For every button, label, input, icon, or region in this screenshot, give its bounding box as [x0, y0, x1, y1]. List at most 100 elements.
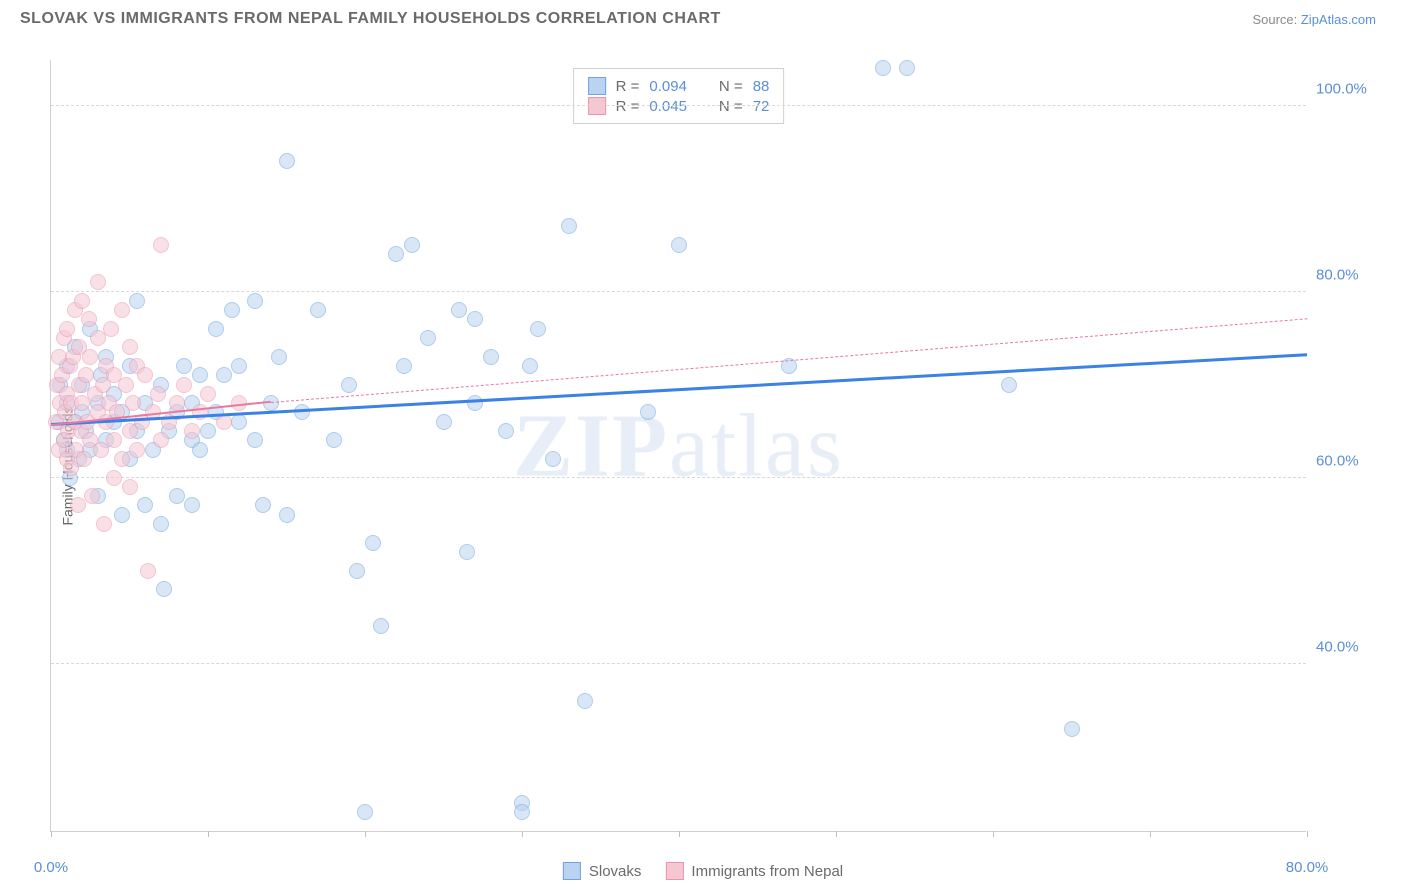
data-point [129, 442, 145, 458]
x-tick-label: 0.0% [34, 859, 68, 876]
chart-container: Family Households ZIPatlas R =0.094N =88… [0, 40, 1406, 892]
data-point [192, 442, 208, 458]
x-tick [1307, 831, 1308, 837]
gridline [51, 105, 1306, 106]
data-point [90, 274, 106, 290]
data-point [176, 358, 192, 374]
data-point [436, 414, 452, 430]
data-point [114, 302, 130, 318]
data-point [153, 516, 169, 532]
data-point [247, 432, 263, 448]
data-point [365, 535, 381, 551]
x-tick [679, 831, 680, 837]
correlation-legend: R =0.094N =88R =0.045N =72 [573, 68, 785, 124]
n-value: 88 [753, 78, 770, 95]
data-point [459, 544, 475, 560]
legend-row: R =0.094N =88 [588, 77, 770, 95]
data-point [483, 349, 499, 365]
data-point [156, 581, 172, 597]
data-point [388, 246, 404, 262]
gridline [51, 477, 1306, 478]
chart-title: SLOVAK VS IMMIGRANTS FROM NEPAL FAMILY H… [20, 10, 721, 28]
data-point [224, 302, 240, 318]
data-point [74, 293, 90, 309]
gridline [51, 663, 1306, 664]
data-point [341, 377, 357, 393]
x-tick [1150, 831, 1151, 837]
data-point [875, 60, 891, 76]
data-point [231, 414, 247, 430]
gridline [51, 291, 1306, 292]
data-point [545, 451, 561, 467]
data-point [70, 497, 86, 513]
data-point [373, 618, 389, 634]
r-value: 0.094 [649, 78, 687, 95]
x-tick-label: 80.0% [1286, 859, 1329, 876]
data-point [467, 395, 483, 411]
data-point [169, 395, 185, 411]
data-point [247, 293, 263, 309]
data-point [404, 237, 420, 253]
data-point [326, 432, 342, 448]
x-tick [208, 831, 209, 837]
data-point [106, 470, 122, 486]
series-legend: Slovaks Immigrants from Nepal [563, 862, 843, 880]
data-point [176, 377, 192, 393]
x-tick [51, 831, 52, 837]
source-link[interactable]: ZipAtlas.com [1301, 12, 1376, 27]
data-point [59, 321, 75, 337]
data-point [140, 563, 156, 579]
legend-swatch [588, 97, 606, 115]
data-point [137, 497, 153, 513]
n-label: N = [719, 78, 743, 95]
data-point [561, 218, 577, 234]
data-point [200, 423, 216, 439]
data-point [577, 693, 593, 709]
y-tick-label: 60.0% [1316, 452, 1386, 469]
legend-label: Immigrants from Nepal [691, 863, 843, 880]
legend-swatch [588, 77, 606, 95]
legend-swatch [665, 862, 683, 880]
source-label: Source: ZipAtlas.com [1252, 12, 1376, 27]
y-tick-label: 80.0% [1316, 266, 1386, 283]
x-tick [993, 831, 994, 837]
data-point [357, 804, 373, 820]
data-point [118, 377, 134, 393]
data-point [498, 423, 514, 439]
data-point [192, 367, 208, 383]
data-point [451, 302, 467, 318]
data-point [216, 367, 232, 383]
data-point [106, 432, 122, 448]
data-point [184, 423, 200, 439]
r-value: 0.045 [649, 98, 687, 115]
y-tick-label: 100.0% [1316, 80, 1386, 97]
data-point [522, 358, 538, 374]
legend-item: Slovaks [563, 862, 642, 880]
data-point [76, 451, 92, 467]
y-tick-label: 40.0% [1316, 638, 1386, 655]
data-point [137, 367, 153, 383]
data-point [514, 804, 530, 820]
data-point [231, 358, 247, 374]
x-tick [836, 831, 837, 837]
data-point [467, 311, 483, 327]
data-point [78, 367, 94, 383]
r-label: R = [616, 98, 640, 115]
data-point [103, 321, 119, 337]
data-point [153, 237, 169, 253]
data-point [1001, 377, 1017, 393]
data-point [125, 395, 141, 411]
data-point [114, 507, 130, 523]
data-point [122, 479, 138, 495]
data-point [294, 404, 310, 420]
data-point [271, 349, 287, 365]
data-point [349, 563, 365, 579]
data-point [899, 60, 915, 76]
data-point [1064, 721, 1080, 737]
data-point [82, 349, 98, 365]
legend-swatch [563, 862, 581, 880]
data-point [671, 237, 687, 253]
data-point [150, 386, 166, 402]
plot-area: ZIPatlas R =0.094N =88R =0.045N =72 40.0… [50, 60, 1306, 832]
data-point [208, 321, 224, 337]
